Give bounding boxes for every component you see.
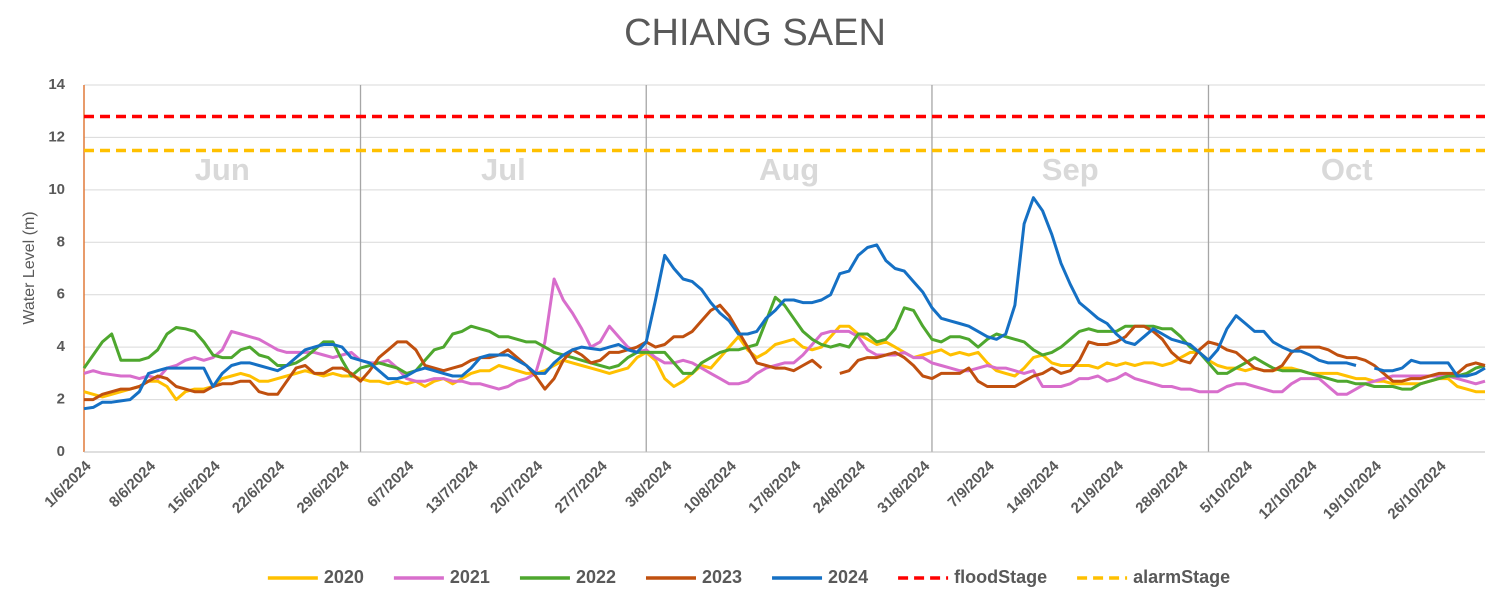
x-tick-label: 14/9/2024	[1003, 457, 1063, 517]
x-tick-label: 20/7/2024	[487, 457, 547, 517]
x-tick-label: 8/6/2024	[106, 457, 160, 511]
y-tick-label: 12	[48, 128, 65, 145]
chart-title: CHIANG SAEN	[624, 12, 886, 54]
y-tick-label: 2	[57, 391, 65, 408]
x-tick-label: 28/9/2024	[1132, 457, 1192, 517]
x-tick-label: 17/8/2024	[745, 457, 805, 517]
x-tick-label: 5/10/2024	[1197, 457, 1257, 517]
y-tick-label: 8	[57, 233, 65, 250]
legend-label: 2021	[450, 567, 490, 587]
x-tick-label: 15/6/2024	[164, 457, 224, 517]
x-tick-label: 6/7/2024	[364, 457, 418, 511]
legend-label: floodStage	[954, 567, 1047, 587]
x-tick-label: 21/9/2024	[1068, 457, 1128, 517]
legend: 2020 2021 2022 2023 2024 floodStage alarmStage	[267, 567, 1230, 587]
y-tick-label: 10	[48, 181, 65, 198]
y-tick-label: 14	[48, 76, 65, 93]
series-line	[83, 196, 1486, 411]
x-tick-label: 26/10/2024	[1384, 457, 1450, 523]
legend-label: alarmStage	[1133, 567, 1230, 587]
month-label: Oct	[1321, 152, 1373, 187]
x-tick-label: 3/8/2024	[622, 457, 676, 511]
legend-label: 2020	[324, 567, 364, 587]
month-label: Sep	[1042, 152, 1099, 187]
x-tick-label: 19/10/2024	[1320, 457, 1386, 523]
y-tick-label: 4	[57, 338, 66, 355]
x-tick-label: 7/9/2024	[945, 457, 999, 511]
y-tick-label: 6	[57, 286, 65, 303]
x-tick-label: 31/8/2024	[874, 457, 934, 517]
month-label: Jun	[195, 152, 250, 187]
y-tick-label: 0	[57, 443, 65, 460]
x-tick-label: 24/8/2024	[810, 457, 870, 517]
month-label: Aug	[759, 152, 819, 187]
legend-label: 2023	[702, 567, 742, 587]
legend-label: 2024	[828, 567, 868, 587]
x-tick-label: 29/6/2024	[294, 457, 354, 517]
month-label: Jul	[481, 152, 526, 187]
x-tick-label: 22/6/2024	[229, 457, 289, 517]
x-tick-label: 1/6/2024	[41, 457, 95, 511]
y-axis-title: Water Level (m)	[21, 211, 38, 324]
x-tick-label: 10/8/2024	[681, 457, 741, 517]
series-line	[83, 277, 1486, 396]
x-tick-label: 27/7/2024	[552, 457, 612, 517]
x-tick-label: 13/7/2024	[423, 457, 483, 517]
legend-label: 2022	[576, 567, 616, 587]
x-tick-label: 12/10/2024	[1255, 457, 1321, 523]
